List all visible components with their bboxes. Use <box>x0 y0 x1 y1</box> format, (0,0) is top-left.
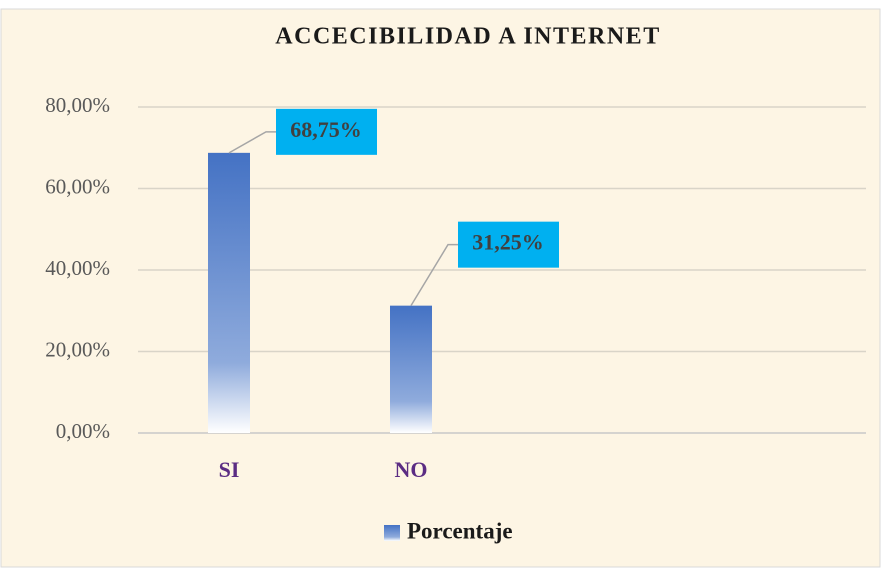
bar <box>208 152 250 433</box>
x-tick-label: NO <box>395 457 428 482</box>
data-label-box <box>276 108 377 155</box>
legend-swatch <box>384 525 400 541</box>
data-label-box <box>458 221 559 268</box>
leader-line <box>410 243 458 307</box>
y-tick-label: 60,00% <box>45 174 110 198</box>
y-tick-label: 80,00% <box>45 93 110 117</box>
y-tick-label: 40,00% <box>45 256 110 280</box>
bar <box>390 305 432 433</box>
y-tick-label: 20,00% <box>45 337 110 361</box>
legend-label: Porcentaje <box>407 518 513 543</box>
leader-line <box>228 131 276 154</box>
data-label: 31,25% <box>472 230 544 255</box>
x-tick-label: SI <box>219 457 240 482</box>
chart-area <box>0 8 881 568</box>
y-tick-label: 0,00% <box>56 419 110 443</box>
data-label: 68,75% <box>290 117 362 142</box>
chart-title: ACCECIBILIDAD A INTERNET <box>275 24 660 50</box>
